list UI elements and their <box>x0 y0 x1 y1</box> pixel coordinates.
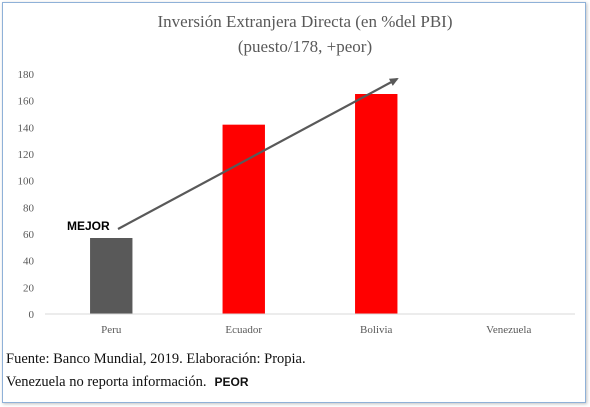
y-tick-label: 80 <box>23 202 35 214</box>
bar-bolivia <box>355 94 398 314</box>
y-tick-label: 100 <box>18 176 35 188</box>
y-tick-label: 20 <box>23 282 35 294</box>
category-label-venezuela: Venezuela <box>486 324 531 336</box>
chart-title-line2: (puesto/178, +peor) <box>238 37 372 56</box>
y-tick-label: 0 <box>29 309 35 321</box>
chart-frame <box>2 2 586 403</box>
y-tick-label: 40 <box>23 256 35 268</box>
footer-note: Venezuela no reporta información. <box>6 374 207 390</box>
category-label-bolivia: Bolivia <box>360 324 393 336</box>
y-axis-ticks: 0 20 40 60 80 100 120 140 160 180 <box>18 69 35 321</box>
y-tick-label: 140 <box>18 122 35 134</box>
bar-peru <box>90 238 133 314</box>
trend-arrow <box>117 78 399 230</box>
category-label-ecuador: Ecuador <box>225 324 262 336</box>
bar-ecuador <box>222 124 265 315</box>
footer-source: Fuente: Banco Mundial, 2019. Elaboración… <box>6 351 306 367</box>
y-tick-label: 180 <box>18 69 35 81</box>
chart-title-line1: Inversión Extranjera Directa (en %del PB… <box>157 12 452 31</box>
best-label: MEJOR <box>67 219 110 233</box>
y-tick-label: 120 <box>18 149 35 161</box>
category-labels: Peru Ecuador Bolivia Venezuela <box>101 324 531 336</box>
bars <box>90 94 398 315</box>
category-label-peru: Peru <box>101 324 122 336</box>
worst-label: PEOR <box>214 375 249 389</box>
footer-note-line: Venezuela no reporta información. PEOR <box>6 374 249 391</box>
y-tick-label: 60 <box>23 229 35 241</box>
y-tick-label: 160 <box>18 96 35 108</box>
